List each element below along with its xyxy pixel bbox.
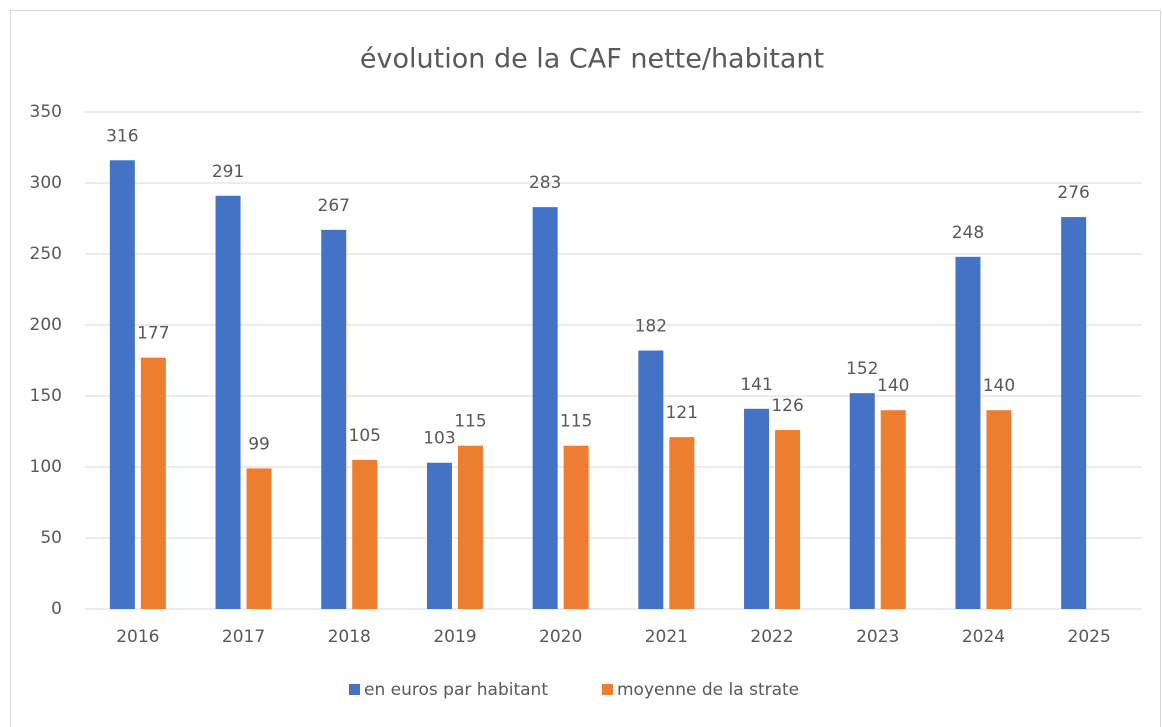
data-label: 105 [349,426,381,446]
data-label: 291 [212,162,244,182]
y-tick-label: 350 [30,102,62,122]
bar [140,357,166,609]
bar [426,462,452,609]
data-label: 140 [983,376,1015,396]
x-tick-label: 2018 [328,627,371,647]
x-tick-label: 2016 [116,627,159,647]
bar [880,410,906,609]
bar [532,207,558,609]
data-label: 103 [423,429,455,449]
chart-title: évolution de la CAF nette/habitant [360,44,824,75]
y-tick-label: 250 [30,244,62,264]
bar [457,445,483,609]
bar [321,229,347,610]
y-tick-label: 50 [40,528,62,548]
data-label: 115 [454,412,486,432]
bar [775,430,801,609]
bar [849,393,875,609]
legend-label: moyenne de la strate [617,680,799,700]
x-tick-label: 2021 [645,627,688,647]
legend-swatch [602,684,613,695]
bar [246,468,272,609]
y-tick-label: 150 [30,386,62,406]
data-label: 283 [529,173,561,193]
data-label: 99 [248,434,270,454]
y-tick-label: 100 [30,457,62,477]
x-tick-label: 2019 [433,627,476,647]
data-label: 141 [740,375,772,395]
bar [744,408,770,609]
bar [215,195,241,609]
x-tick-label: 2020 [539,627,582,647]
data-label: 182 [635,317,667,337]
bar [563,445,589,609]
data-label: 267 [318,196,350,216]
bar [638,350,664,609]
data-label: 115 [560,412,592,432]
bar [1061,217,1087,609]
data-label: 177 [137,324,169,344]
bar [352,459,378,609]
data-label: 140 [877,376,909,396]
bar [109,160,135,609]
bar [669,437,695,609]
x-tick-label: 2025 [1068,627,1111,647]
y-tick-label: 0 [51,599,62,619]
data-label: 121 [666,403,698,423]
x-tick-label: 2024 [962,627,1005,647]
legend-label: en euros par habitant [364,680,548,700]
data-label: 126 [771,396,803,416]
legend-swatch [349,684,360,695]
data-label: 152 [846,359,878,379]
bar [986,410,1012,609]
data-label: 316 [106,126,138,146]
data-label: 248 [952,223,984,243]
y-tick-label: 200 [30,315,62,335]
x-tick-label: 2023 [856,627,899,647]
chart-border [10,10,1161,727]
data-label: 276 [1057,183,1089,203]
x-tick-label: 2022 [750,627,793,647]
bar [955,256,981,609]
x-tick-label: 2017 [222,627,265,647]
y-tick-label: 300 [30,173,62,193]
